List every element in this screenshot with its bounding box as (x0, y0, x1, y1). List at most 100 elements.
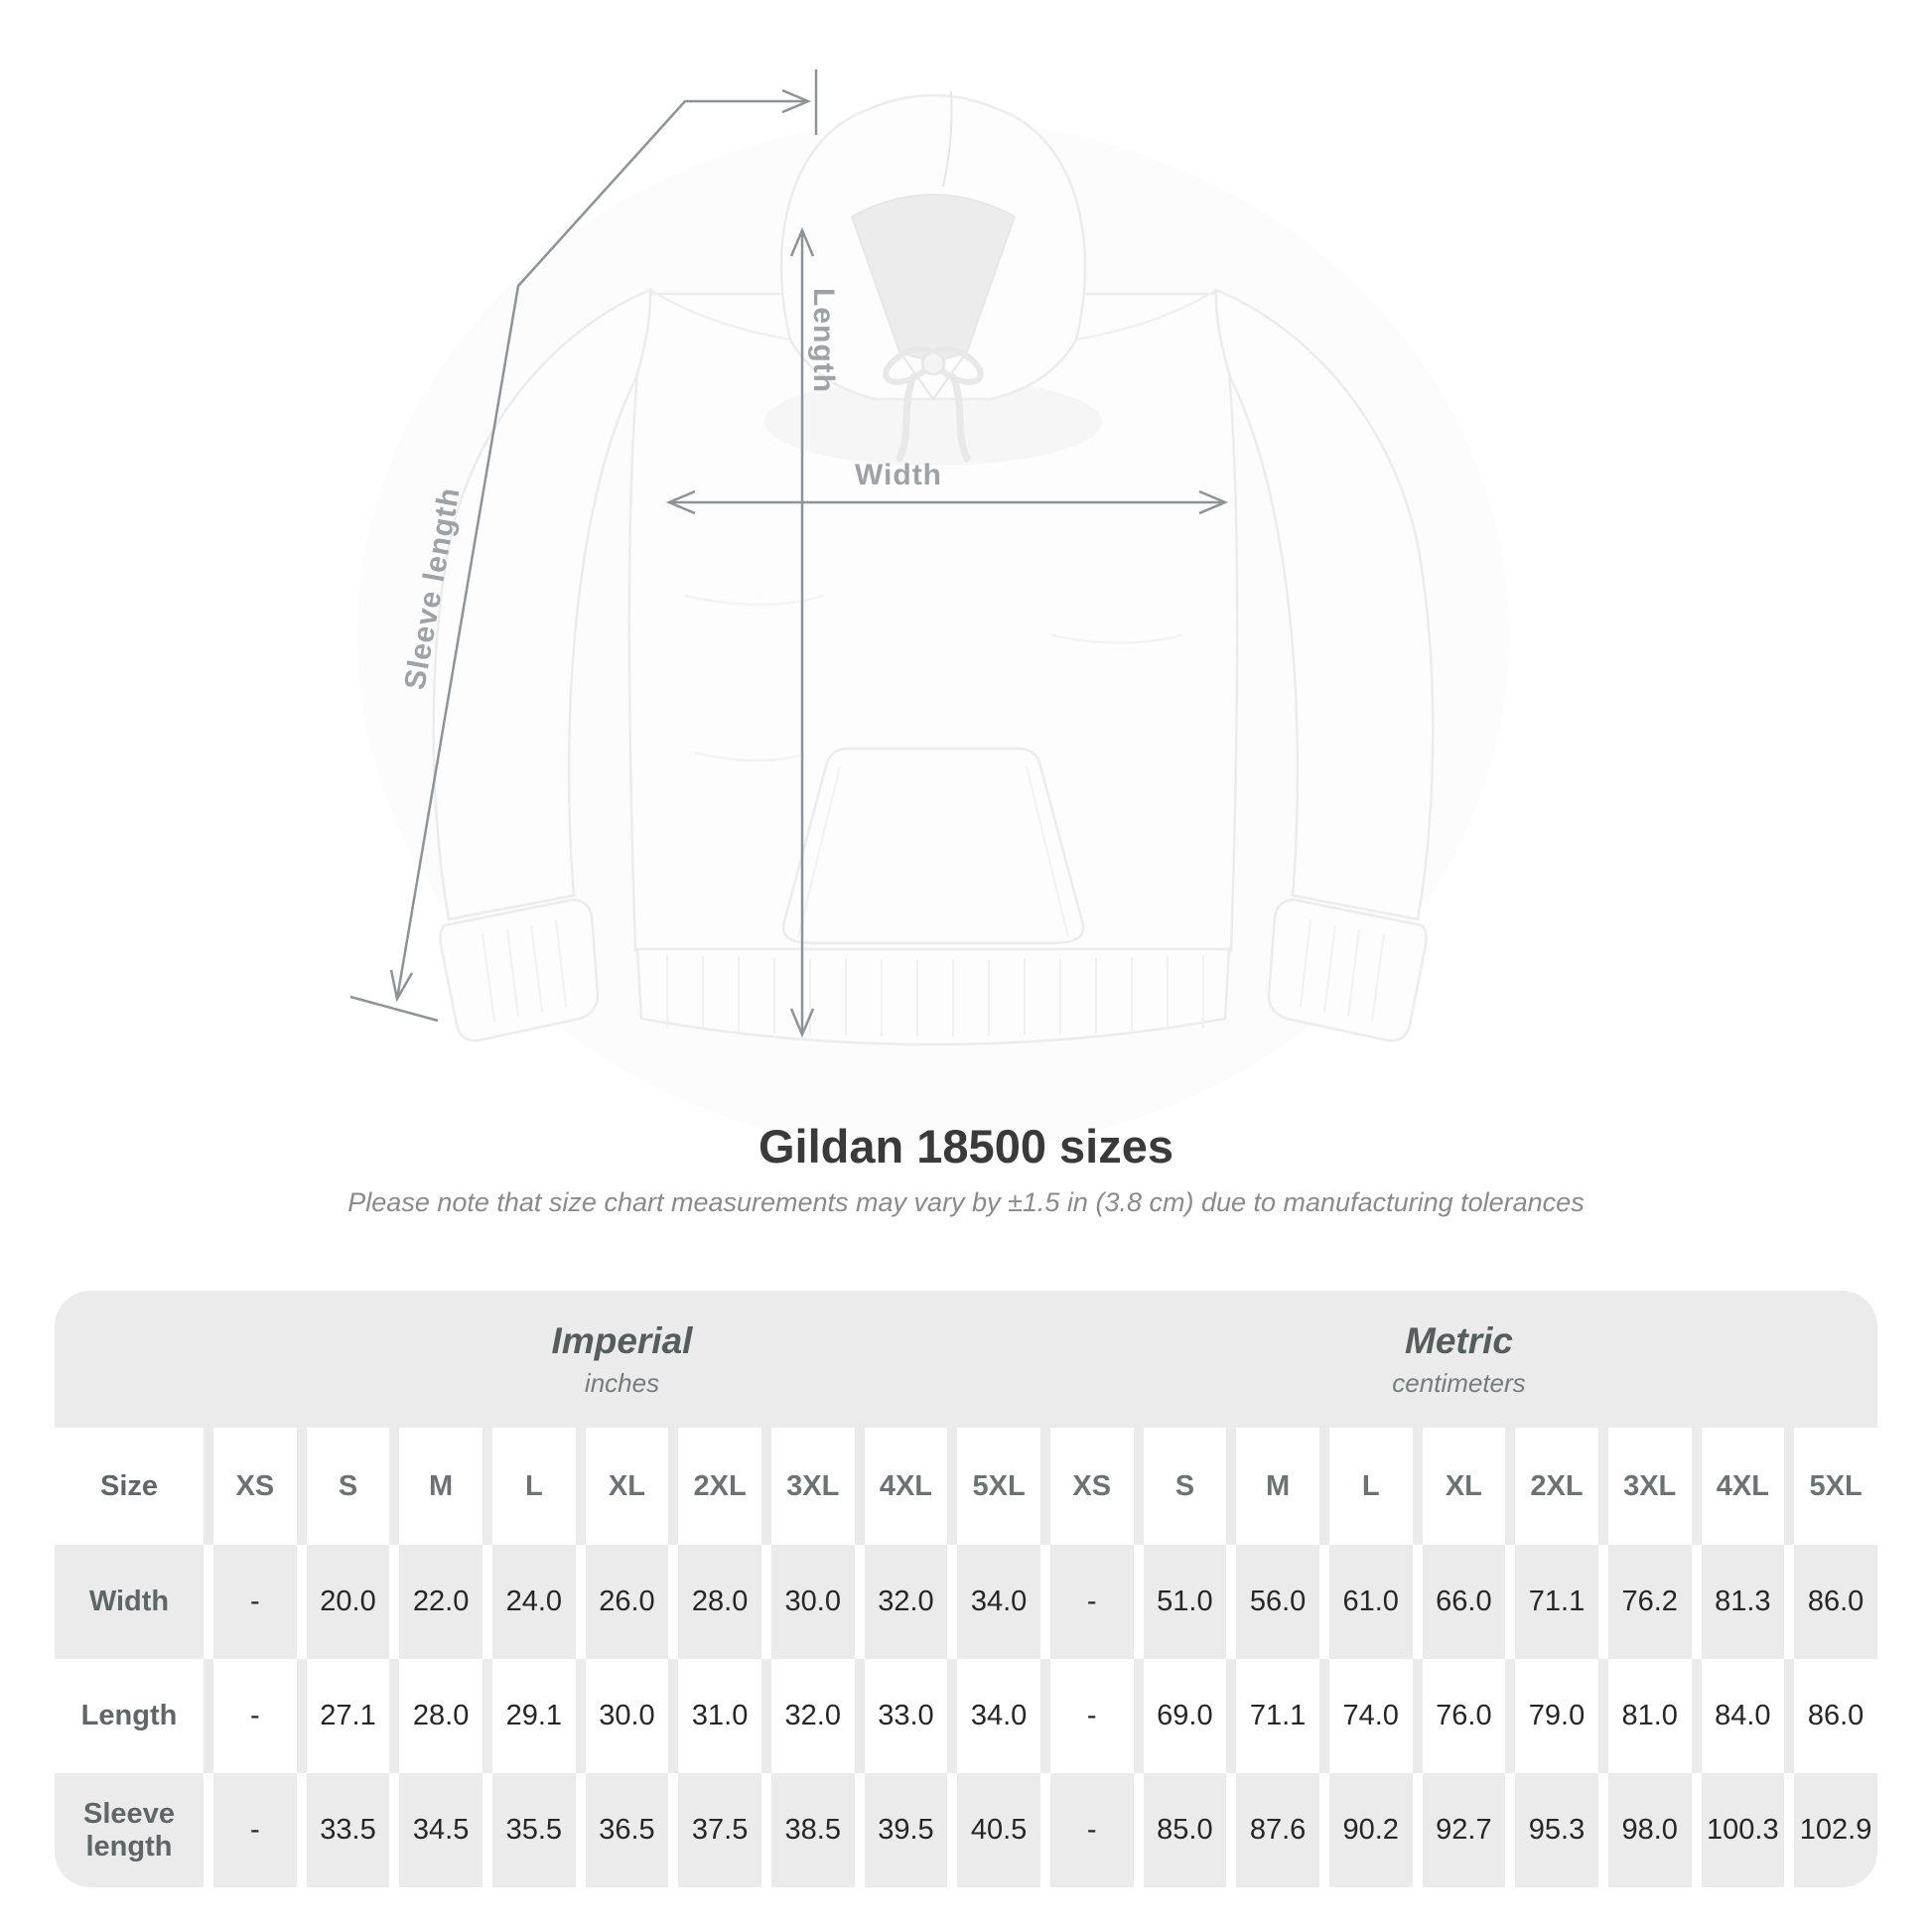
chest-shadow (764, 378, 1102, 466)
metric-section-header: Metric centimeters (1040, 1291, 1877, 1428)
length-arrowhead-bottom (789, 1008, 815, 1038)
metric-value-cell: 86.0 (1784, 1545, 1877, 1659)
size-column-header: XL (1412, 1428, 1506, 1545)
imperial-value-cell: 36.5 (575, 1773, 669, 1887)
metric-value-cell: 71.1 (1505, 1545, 1598, 1659)
imperial-value-cell: 26.0 (575, 1545, 669, 1659)
imperial-value-cell: 28.0 (668, 1545, 761, 1659)
size-column-header: L (482, 1428, 576, 1545)
sleeve-length-arrowhead-bottom (389, 969, 414, 1003)
imperial-value-cell: 33.0 (854, 1659, 948, 1773)
imperial-value-cell: 39.5 (854, 1773, 948, 1887)
imperial-value-cell: 27.1 (296, 1659, 390, 1773)
hood-interior (851, 194, 1016, 360)
metric-unit: centimeters (1392, 1367, 1526, 1398)
right-cuff-ribs (1300, 919, 1385, 1023)
drawstring-knot (920, 350, 946, 376)
imperial-value-cell: 29.1 (482, 1659, 576, 1773)
pocket-seams (797, 765, 1069, 938)
metric-value-cell: 51.0 (1133, 1545, 1227, 1659)
size-column-header: 4XL (1691, 1428, 1785, 1545)
sleeve-length-line (395, 99, 808, 1000)
metric-value-cell: 85.0 (1133, 1773, 1227, 1887)
metric-value-cell: 95.3 (1505, 1773, 1598, 1887)
metric-value-cell: 92.7 (1412, 1773, 1506, 1887)
measurement-row: Width -20.0 22.0 24.0 26.0 28.0 30.0 32.0 34.0-5… (55, 1545, 1877, 1659)
imperial-title: Imperial (551, 1319, 693, 1361)
metric-value-cell: 102.9 (1784, 1773, 1877, 1887)
metric-value-cell: - (1039, 1773, 1134, 1887)
imperial-value-cell: 35.5 (482, 1773, 576, 1887)
row-label-cell: Sleeve length (55, 1773, 204, 1887)
size-column-header: 5XL (1784, 1428, 1877, 1545)
metric-value-cell: 90.2 (1318, 1773, 1413, 1887)
unit-header-band: Imperial inches Metric centimeters (55, 1291, 1877, 1428)
imperial-value-cell: 40.5 (947, 1773, 1040, 1887)
imperial-value-cell: 34.5 (389, 1773, 483, 1887)
measurement-row: Sleeve length -33.5 34.5 35.5 36.5 37.5 38.5 39… (55, 1773, 1877, 1887)
metric-value-cell: 74.0 (1318, 1659, 1413, 1773)
imperial-value-cell: 30.0 (760, 1545, 855, 1659)
imperial-value-cell: 28.0 (389, 1659, 483, 1773)
imperial-unit: inches (584, 1367, 660, 1398)
length-arrowhead-top (789, 226, 815, 257)
hem-ribs (666, 955, 1204, 1036)
sleeve-length-arrowhead-top (781, 88, 812, 114)
metric-value-cell: 81.0 (1597, 1659, 1692, 1773)
measurement-row: Length -27.1 28.0 29.1 30.0 31.0 32.0 33.0 34.0-… (55, 1659, 1877, 1773)
size-column-header: S (1133, 1428, 1227, 1545)
hoodie-diagram-svg: Sleeve length Length Width (349, 69, 1435, 1046)
size-table-area: Imperial inches Metric centimeters Size X… (55, 1291, 1877, 1887)
metric-value-cell: 69.0 (1133, 1659, 1227, 1773)
tolerance-note: Please note that size chart measurements… (347, 1187, 1585, 1218)
imperial-value-cell: 24.0 (482, 1545, 576, 1659)
size-column-header: M (389, 1428, 483, 1545)
metric-value-cell: - (1039, 1545, 1134, 1659)
heading-block: Gildan 18500 sizes Please note that size… (0, 1120, 1932, 1218)
size-column-header: 3XL (1597, 1428, 1692, 1545)
imperial-value-cell: 22.0 (389, 1545, 483, 1659)
width-label: Width (855, 459, 942, 491)
size-column-header: XL (575, 1428, 669, 1545)
size-column-header: 2XL (1505, 1428, 1598, 1545)
drawstrings (896, 373, 971, 463)
metric-value-cell: 98.0 (1597, 1773, 1692, 1887)
metric-value-cell: 76.0 (1412, 1659, 1506, 1773)
metric-value-cell: 81.3 (1691, 1545, 1785, 1659)
size-column-header: S (296, 1428, 390, 1545)
imperial-value-cell: 32.0 (760, 1659, 855, 1773)
metric-value-cell: 86.0 (1784, 1659, 1877, 1773)
shoulder-seams (649, 289, 1217, 341)
metric-value-cell: 71.1 (1226, 1659, 1319, 1773)
length-measure (789, 226, 815, 1038)
right-cuff (1267, 897, 1428, 1042)
size-table-body: Size XS S M L XL 2XL 3XL 4XL 5XL XS S M L XL 2XL 3XL 4XL 5… (55, 1428, 1877, 1887)
imperial-value-cell: 34.0 (947, 1659, 1040, 1773)
size-column-header: 3XL (760, 1428, 855, 1545)
imperial-value-cell: - (204, 1659, 297, 1773)
imperial-value-cell: 32.0 (854, 1545, 948, 1659)
sleeve-length-start-tick (349, 995, 439, 1023)
imperial-section-header: Imperial inches (204, 1291, 1040, 1428)
metric-title: Metric (1405, 1319, 1513, 1361)
sleeve-length-measure (349, 69, 818, 1023)
row-label-cell: Width (55, 1545, 204, 1659)
size-column-header: XS (204, 1428, 297, 1545)
imperial-value-cell: 34.0 (947, 1545, 1040, 1659)
metric-value-cell: 79.0 (1505, 1659, 1598, 1773)
page-title: Gildan 18500 sizes (758, 1120, 1174, 1173)
width-measure (665, 489, 1229, 515)
metric-value-cell: 84.0 (1691, 1659, 1785, 1773)
size-column-header: XS (1039, 1428, 1134, 1545)
imperial-value-cell: 20.0 (296, 1545, 390, 1659)
imperial-value-cell: 37.5 (668, 1773, 761, 1887)
imperial-value-cell: 31.0 (668, 1659, 761, 1773)
size-column-header: 4XL (854, 1428, 948, 1545)
imperial-value-cell: 33.5 (296, 1773, 390, 1887)
fabric-wrinkles (684, 594, 1182, 762)
kangaroo-pocket (781, 747, 1085, 945)
imperial-value-cell: - (204, 1773, 297, 1887)
metric-value-cell: 56.0 (1226, 1545, 1319, 1659)
row-label-cell: Length (55, 1659, 204, 1773)
